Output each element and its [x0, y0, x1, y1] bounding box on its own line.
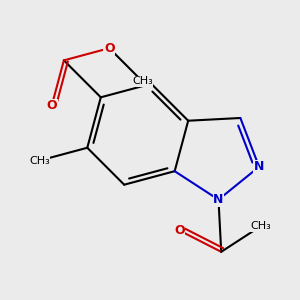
Text: CH₃: CH₃	[29, 156, 50, 166]
Text: O: O	[104, 42, 115, 55]
Text: O: O	[46, 99, 57, 112]
Text: CH₃: CH₃	[250, 221, 271, 231]
Text: N: N	[213, 193, 224, 206]
Text: CH₃: CH₃	[132, 76, 153, 86]
Text: O: O	[174, 224, 184, 237]
Text: N: N	[254, 160, 264, 173]
